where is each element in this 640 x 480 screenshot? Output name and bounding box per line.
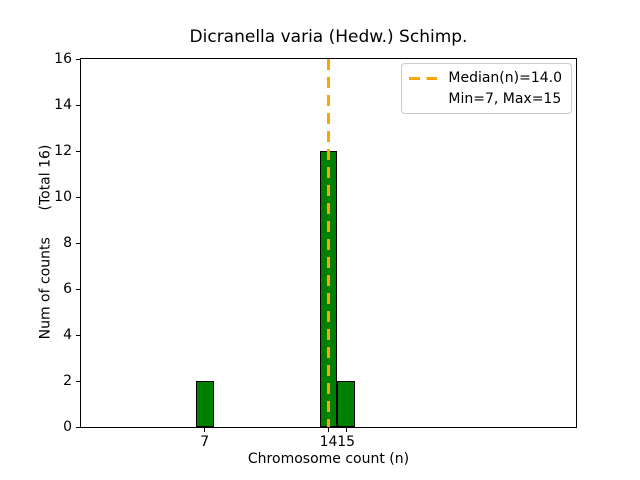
median-line [327, 59, 330, 427]
y-tick-mark [76, 196, 80, 198]
legend-entry-median: Median(n)=14.0 [409, 69, 562, 87]
y-tick-mark [76, 242, 80, 244]
x-axis-label: Chromosome count (n) [247, 451, 410, 467]
y-tick-mark [76, 334, 80, 336]
y-tick-label: 10 [54, 188, 72, 205]
y-tick-mark [76, 58, 80, 60]
x-tick-label: 14 [319, 434, 338, 450]
legend-label-median: Median(n)=14.0 [448, 69, 562, 86]
legend-label-minmax: Min=7, Max=15 [448, 90, 562, 107]
bar [195, 381, 214, 427]
legend-entry-minmax: Min=7, Max=15 [409, 90, 562, 108]
x-tick-mark [204, 428, 206, 432]
legend: Median(n)=14.0 Min=7, Max=15 [401, 63, 572, 114]
y-tick-label: 0 [63, 418, 72, 435]
y-tick-mark [76, 426, 80, 428]
y-tick-mark [76, 150, 80, 152]
y-tick-label: 2 [63, 372, 72, 389]
y-tick-label: 6 [63, 280, 72, 297]
y-tick-label: 8 [63, 234, 72, 251]
y-axis-label: Num of counts (Total 16) [37, 144, 54, 340]
x-tick-label: 15 [337, 434, 356, 450]
y-tick-label: 14 [54, 96, 72, 113]
x-tick-mark [345, 428, 347, 432]
x-tick-label: 7 [200, 434, 210, 450]
y-tick-label: 4 [63, 326, 72, 343]
y-tick-mark [76, 104, 80, 106]
bar [337, 381, 355, 427]
median-dashed-line-icon [409, 76, 438, 80]
y-tick-label: 16 [54, 50, 72, 67]
legend-handle-empty [409, 98, 437, 101]
y-tick-mark [76, 288, 80, 290]
y-tick-mark [76, 380, 80, 382]
y-tick-label: 12 [54, 142, 72, 159]
x-tick-mark [328, 428, 329, 432]
plot-area: Median(n)=14.0 Min=7, Max=15 7 14 15 0 2 4 6 8 1… [54, 51, 577, 450]
chart-title: Dicranella varia (Hedw.) Schimp. [189, 27, 468, 47]
